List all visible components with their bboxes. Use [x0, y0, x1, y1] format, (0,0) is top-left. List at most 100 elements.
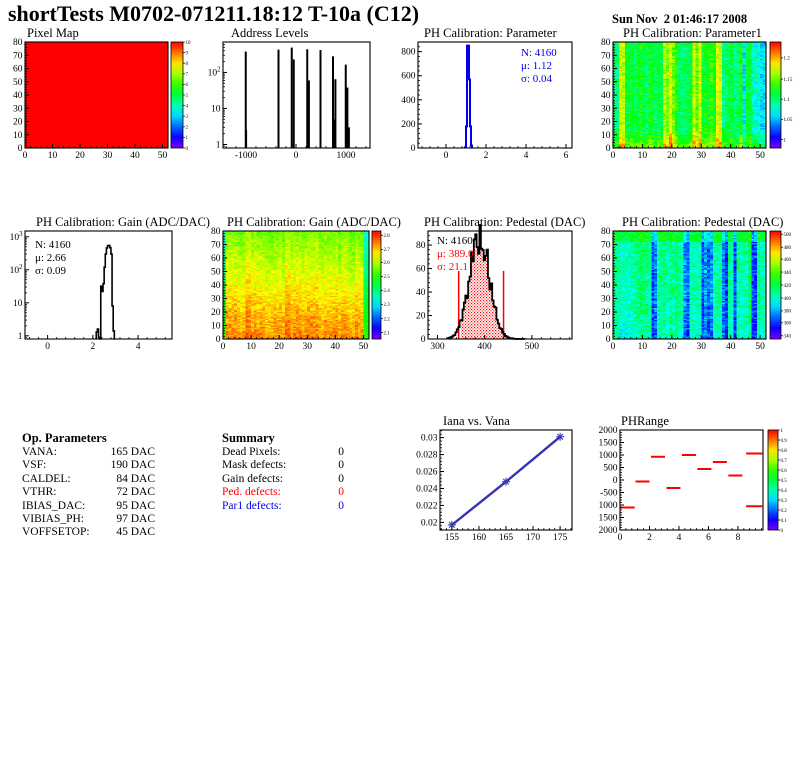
svg-text:60: 60	[211, 254, 221, 264]
op-parameters-block: Op. Parameters VANA: 165 DAC VSF: 190 DAC CA…	[22, 430, 155, 540]
svg-text:0: 0	[18, 144, 23, 154]
svg-text:175: 175	[553, 533, 568, 543]
svg-text:6: 6	[564, 151, 569, 161]
svg-text:155: 155	[445, 533, 460, 543]
row-value: 0	[338, 499, 344, 512]
panel-title-gain-map: PH Calibration: Gain (ADC/DAC)	[227, 215, 401, 229]
stat-n: N: 4160	[437, 235, 473, 247]
svg-text:0: 0	[444, 151, 449, 161]
svg-text:500: 500	[525, 342, 540, 352]
svg-text:5: 5	[186, 94, 189, 99]
svg-text:0: 0	[781, 529, 784, 534]
svg-text:10: 10	[246, 342, 256, 352]
svg-text:0: 0	[606, 335, 611, 345]
svg-text:160: 160	[472, 533, 487, 543]
svg-text:80: 80	[211, 227, 221, 237]
row-label: Dead Pixels:	[222, 446, 281, 458]
svg-text:2.1: 2.1	[384, 331, 391, 336]
stat-mu: μ: 1.12	[521, 60, 552, 72]
svg-text:50: 50	[755, 342, 765, 352]
svg-text:420: 420	[784, 284, 792, 289]
pixel-map-heatmap	[25, 42, 168, 148]
svg-text:1500: 1500	[599, 439, 618, 449]
panel-title-ph-parameter: PH Calibration: Parameter	[424, 26, 557, 40]
svg-text:40: 40	[601, 91, 611, 101]
svg-text:50: 50	[755, 151, 765, 161]
svg-text:0: 0	[606, 144, 611, 154]
svg-text:20: 20	[667, 342, 677, 352]
svg-text:2.7: 2.7	[384, 248, 391, 253]
svg-text:2.8: 2.8	[384, 234, 391, 239]
ph-parameter-stats: N: 4160 μ: 1.12 σ: 0.04	[521, 47, 557, 86]
svg-text:20: 20	[211, 308, 221, 318]
param-row: Dead Pixels: 0	[222, 446, 344, 459]
summary-title: Summary	[222, 431, 275, 445]
row-label: Par1 defects:	[222, 499, 282, 512]
svg-text:6: 6	[186, 83, 189, 88]
row-label: Mask defects:	[222, 459, 287, 472]
svg-text:40: 40	[601, 281, 611, 291]
svg-text:400: 400	[478, 342, 493, 352]
param-row: CALDEL: 84 DAC	[22, 473, 155, 486]
svg-text:3: 3	[186, 115, 189, 120]
svg-text:0: 0	[221, 342, 226, 352]
svg-text:10: 10	[638, 342, 648, 352]
svg-text:4: 4	[677, 533, 682, 543]
svg-text:1: 1	[216, 141, 221, 151]
svg-text:2: 2	[186, 126, 189, 131]
svg-text:2.2: 2.2	[384, 317, 391, 322]
op-parameters-rows: VANA: 165 DAC VSF: 190 DAC CALDEL: 84 DAC VTHR…	[22, 446, 155, 540]
gain-hist-stats: N: 4160 μ: 2.66 σ: 0.09	[35, 239, 71, 278]
svg-text:20: 20	[274, 342, 284, 352]
svg-text:0.3: 0.3	[781, 499, 788, 504]
svg-text:0.7: 0.7	[781, 459, 788, 464]
svg-text:400: 400	[784, 297, 792, 302]
svg-text:0: 0	[45, 342, 50, 352]
svg-text:300: 300	[430, 342, 445, 352]
svg-text:60: 60	[601, 65, 611, 75]
page-title: shortTests M0702-071211.18:12 T-10a (C12…	[8, 1, 420, 26]
svg-text:60: 60	[601, 254, 611, 264]
svg-text:0: 0	[411, 144, 416, 154]
svg-text:0.4: 0.4	[781, 489, 788, 494]
row-label: VIBIAS_PH:	[22, 513, 84, 526]
svg-text:10: 10	[211, 322, 221, 332]
svg-text:40: 40	[130, 151, 140, 161]
svg-text:40: 40	[726, 342, 736, 352]
svg-text:30: 30	[211, 295, 221, 305]
svg-text:600: 600	[401, 72, 416, 82]
param-row: VANA: 165 DAC	[22, 446, 155, 459]
svg-text:50: 50	[601, 268, 611, 278]
svg-text:2.4: 2.4	[384, 289, 391, 294]
svg-text:30: 30	[697, 151, 707, 161]
svg-text:2.3: 2.3	[384, 303, 391, 308]
param-row: VSF: 190 DAC	[22, 459, 155, 472]
svg-text:70: 70	[601, 51, 611, 61]
svg-text:-1000: -1000	[235, 151, 257, 161]
row-label: IBIAS_DAC:	[22, 499, 86, 512]
row-value: 165 DAC	[110, 446, 155, 458]
svg-text:0.02: 0.02	[421, 518, 438, 528]
summary-block: Summary Dead Pixels: 0 Mask defects: 0 Gain …	[222, 430, 344, 513]
svg-text:80: 80	[601, 38, 611, 48]
stat-sigma: σ: 0.04	[521, 73, 552, 85]
svg-text:4: 4	[524, 151, 529, 161]
svg-text:0: 0	[611, 342, 616, 352]
svg-text:50: 50	[359, 342, 369, 352]
row-label: Ped. defects:	[222, 486, 281, 499]
svg-text:30: 30	[302, 342, 312, 352]
svg-text:800: 800	[401, 48, 416, 58]
row-value: 0	[338, 459, 344, 472]
svg-text:40: 40	[211, 281, 221, 291]
stat-mu: μ: 389.0	[437, 248, 474, 260]
svg-text:0.024: 0.024	[416, 484, 438, 494]
stat-sigma: σ: 21.1	[437, 261, 468, 273]
row-value: 84 DAC	[116, 472, 155, 485]
svg-text:460: 460	[784, 258, 792, 263]
svg-text:0: 0	[618, 533, 623, 543]
panel-title-gain-hist: PH Calibration: Gain (ADC/DAC)	[36, 215, 210, 229]
svg-text:102: 102	[208, 67, 222, 79]
svg-text:1.05: 1.05	[784, 118, 793, 123]
row-value: 0	[338, 472, 344, 485]
